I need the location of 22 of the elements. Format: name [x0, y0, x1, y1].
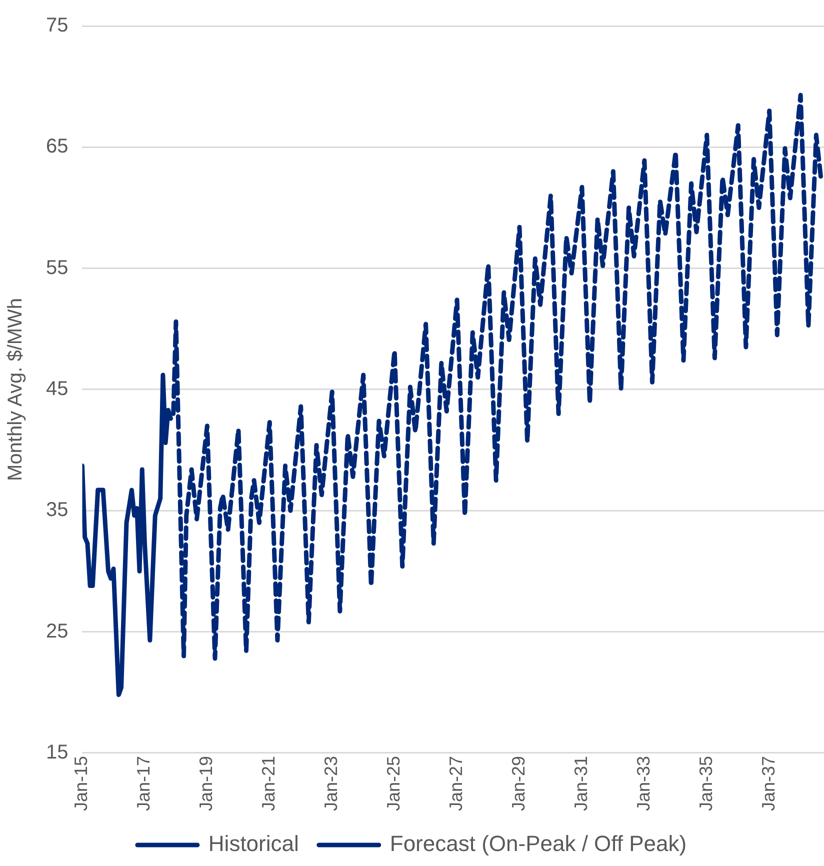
x-tick-label: Jan-31 [570, 756, 591, 812]
x-tick-label: Jan-35 [696, 756, 716, 812]
x-tick-label: Jan-19 [196, 756, 216, 812]
x-tick-label: Jan-29 [508, 756, 528, 812]
y-tick-label: 15 [46, 741, 68, 764]
x-tick-label: Jan-21 [258, 756, 279, 812]
x-tick-label: Jan-15 [71, 756, 92, 812]
x-tick-label: Jan-33 [633, 756, 654, 812]
legend-label: Historical [208, 831, 299, 856]
y-tick-label: 25 [46, 620, 68, 642]
x-tick-label: Jan-23 [321, 756, 342, 812]
y-tick-label: 45 [46, 378, 68, 400]
x-tick-label: Jan-25 [384, 756, 404, 812]
y-axis-title: Monthly Avg. $/MWh [4, 298, 27, 482]
y-tick-label: 65 [46, 136, 68, 158]
y-tick-label: 35 [46, 499, 68, 522]
legend-label: Forecast (On-Peak / Off Peak) [390, 831, 687, 856]
y-tick-label: 55 [46, 256, 68, 279]
x-tick-label: Jan-37 [758, 756, 778, 812]
x-tick-label: Jan-27 [446, 756, 466, 812]
y-tick-label: 75 [46, 14, 68, 37]
x-tick-label: Jan-17 [134, 756, 154, 812]
